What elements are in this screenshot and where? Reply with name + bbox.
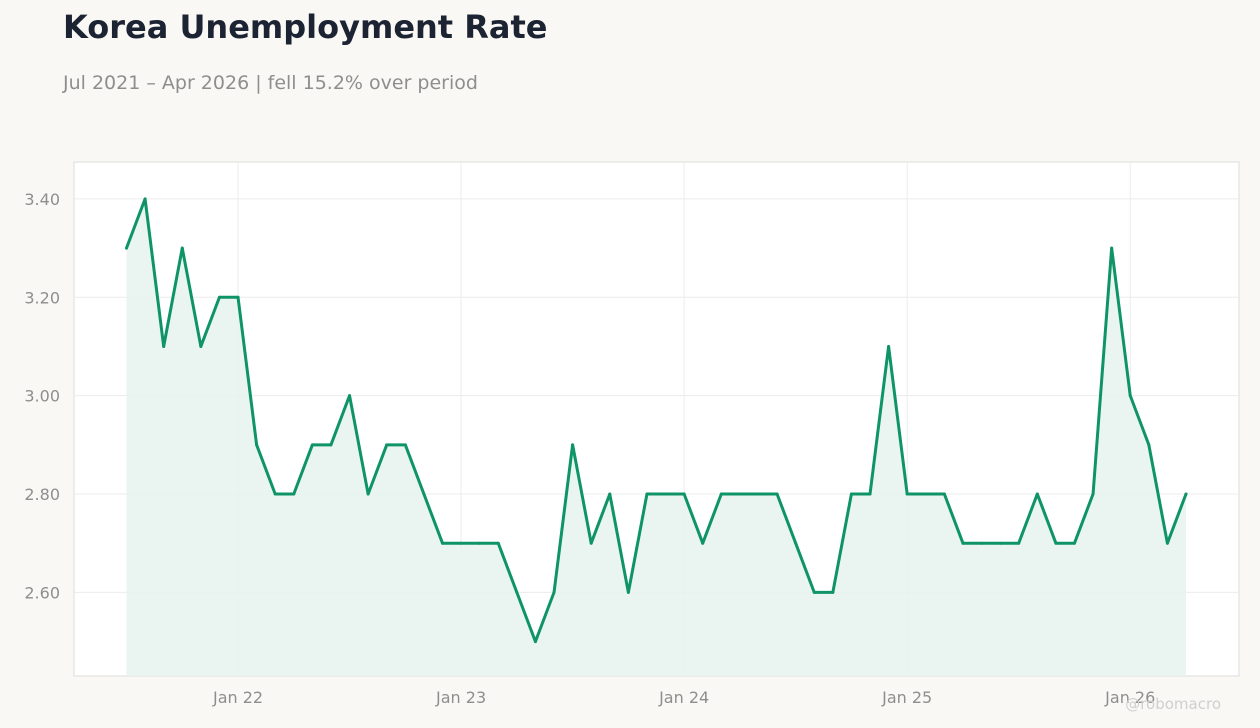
data-point <box>1110 246 1114 250</box>
data-point <box>756 492 760 496</box>
data-point <box>682 492 686 496</box>
data-point <box>552 590 556 594</box>
data-point <box>255 443 259 447</box>
data-point <box>645 492 649 496</box>
data-point <box>961 541 965 545</box>
data-point <box>1147 443 1151 447</box>
data-point <box>1091 492 1095 496</box>
x-tick-label: Jan 24 <box>658 688 709 707</box>
data-point <box>571 443 575 447</box>
data-point <box>162 344 166 348</box>
data-point <box>868 492 872 496</box>
data-point <box>608 492 612 496</box>
data-point <box>1128 394 1132 398</box>
data-point <box>366 492 370 496</box>
y-axis-ticks: 2.60 2.80 3.00 3.20 3.40 <box>24 190 60 602</box>
data-point <box>273 492 277 496</box>
data-point <box>942 492 946 496</box>
data-point <box>1017 541 1021 545</box>
data-point <box>1165 541 1169 545</box>
data-point <box>440 541 444 545</box>
y-tick-label: 3.20 <box>24 288 60 307</box>
y-tick-label: 3.00 <box>24 387 60 406</box>
data-point <box>236 295 240 299</box>
chart-subtitle: Jul 2021 – Apr 2026 | fell 15.2% over pe… <box>63 72 478 94</box>
data-point <box>794 541 798 545</box>
data-point <box>348 394 352 398</box>
x-tick-label: Jan 22 <box>212 688 263 707</box>
series-points <box>125 197 1188 644</box>
data-point <box>292 492 296 496</box>
data-point <box>1035 492 1039 496</box>
data-point <box>664 492 668 496</box>
data-point <box>924 492 928 496</box>
y-tick-label: 3.40 <box>24 190 60 209</box>
watermark: @robomacro <box>1125 695 1221 713</box>
data-point <box>998 541 1002 545</box>
data-point <box>849 492 853 496</box>
data-point <box>459 541 463 545</box>
data-point <box>422 492 426 496</box>
data-point <box>719 492 723 496</box>
x-tick-label: Jan 25 <box>881 688 932 707</box>
data-point <box>329 443 333 447</box>
data-point <box>385 443 389 447</box>
data-point <box>478 541 482 545</box>
data-point <box>217 295 221 299</box>
data-point <box>496 541 500 545</box>
series-line <box>125 197 1188 644</box>
data-point <box>812 590 816 594</box>
data-point <box>143 197 147 201</box>
data-point <box>738 492 742 496</box>
data-point <box>180 246 184 250</box>
data-point <box>125 246 128 250</box>
x-tick-label: Jan 23 <box>435 688 486 707</box>
chart-title: Korea Unemployment Rate <box>63 8 548 46</box>
y-tick-label: 2.60 <box>24 583 60 602</box>
x-axis-ticks: Jan 22 Jan 23 Jan 24 Jan 25 Jan 26 <box>212 688 1155 707</box>
data-point <box>533 640 537 644</box>
x-tick-label: Jan 26 <box>1104 688 1155 707</box>
data-point <box>1184 492 1188 496</box>
data-point <box>701 541 705 545</box>
series-area-fill <box>126 198 1186 676</box>
data-point <box>403 443 407 447</box>
data-point <box>1054 541 1058 545</box>
data-point <box>589 541 593 545</box>
data-point <box>887 344 891 348</box>
data-point <box>1072 541 1076 545</box>
data-point <box>905 492 909 496</box>
data-point <box>515 590 519 594</box>
y-tick-label: 2.80 <box>24 485 60 504</box>
data-point <box>626 590 630 594</box>
data-point <box>831 590 835 594</box>
data-point <box>310 443 314 447</box>
data-point <box>980 541 984 545</box>
data-point <box>775 492 779 496</box>
data-point <box>199 344 203 348</box>
